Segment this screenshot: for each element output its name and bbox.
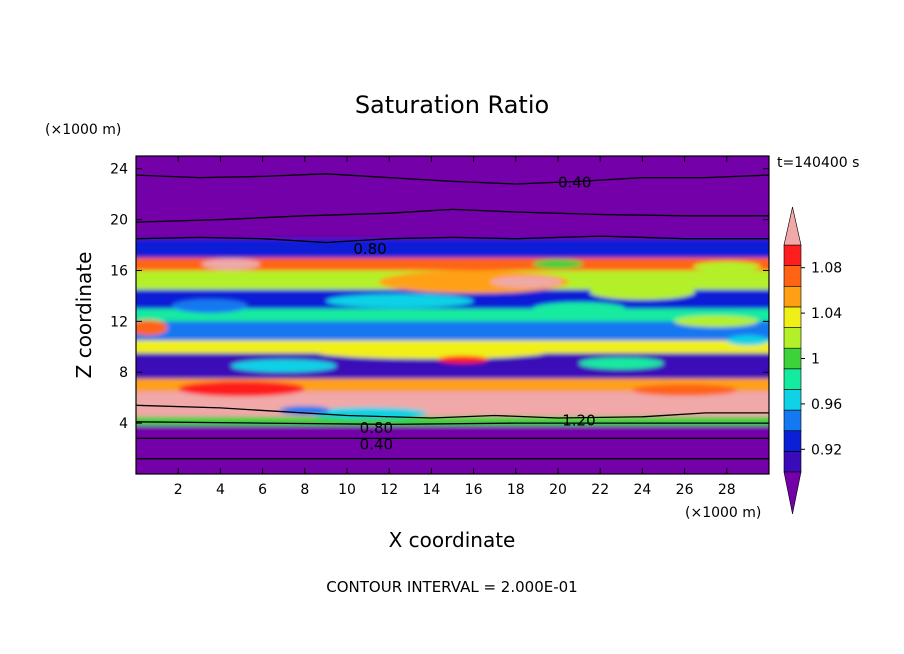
saturation-cell (693, 261, 761, 272)
contour-line (136, 173, 769, 185)
y-tick-label: 20 (110, 213, 128, 229)
x-axis-label: X coordinate (389, 528, 516, 552)
y-axis-unit: (×1000 m) (45, 122, 121, 138)
contour-label: 1.20 (562, 412, 595, 430)
colorbar-label: 0.96 (811, 397, 842, 413)
colorbar-segment (783, 327, 802, 349)
colorbar-max-extension (783, 206, 802, 246)
y-tick-label: 24 (110, 162, 128, 178)
x-tick-label: 18 (507, 482, 525, 498)
colorbar-segment (783, 389, 802, 411)
plot-frame (135, 155, 770, 475)
saturation-cell (178, 381, 305, 397)
colorbar-label: 0.92 (811, 442, 842, 458)
contour-label: 0.40 (360, 436, 393, 454)
saturation-cell (579, 357, 664, 370)
x-tick-label: 6 (258, 482, 267, 498)
x-tick-label: 28 (718, 482, 736, 498)
x-tick-label: 4 (216, 482, 225, 498)
saturation-fill (136, 156, 769, 474)
saturation-cell (631, 384, 738, 396)
saturation-cell (378, 270, 569, 294)
time-label: t=140400 s (777, 155, 859, 171)
saturation-cell (136, 320, 168, 336)
contour-label: 0.40 (558, 174, 591, 192)
colorbar-segment (783, 244, 802, 266)
x-tick-label: 14 (422, 482, 440, 498)
y-tick-label: 4 (119, 416, 128, 432)
y-tick-label: 12 (110, 314, 128, 330)
saturation-cell (674, 315, 759, 328)
x-axis-unit: (×1000 m) (685, 505, 761, 521)
colorbar-label: 1.08 (811, 261, 842, 277)
saturation-cell (589, 284, 696, 300)
colorbar-segment (783, 368, 802, 390)
contour-line (136, 235, 769, 244)
saturation-band (136, 425, 769, 474)
saturation-cell (309, 407, 428, 419)
colorbar: 0.92 0.96 1 1.04 1.08 (783, 206, 842, 515)
saturation-cell (532, 259, 584, 269)
contour-interval-footer: CONTOUR INTERVAL = 2.000E-01 (326, 578, 577, 596)
contour-line (136, 208, 769, 223)
colorbar-min-extension (783, 471, 802, 515)
chart-title: Saturation Ratio (355, 91, 549, 119)
y-axis: 4 8 12 16 20 24 (110, 162, 769, 432)
x-tick-label: 24 (633, 482, 651, 498)
contour-labels: 0.400.801.200.800.40 (353, 174, 595, 454)
saturation-band (136, 416, 769, 426)
x-tick-label: 8 (300, 482, 309, 498)
saturation-cell (325, 294, 474, 309)
x-tick-label: 10 (338, 482, 356, 498)
saturation-cell (726, 335, 769, 346)
saturation-cell (532, 302, 626, 316)
contour-lines (136, 173, 769, 460)
colorbar-segment (783, 306, 802, 328)
x-tick-label: 16 (465, 482, 483, 498)
x-tick-label: 2 (174, 482, 183, 498)
x-axis: 2 4 6 8 10 12 14 16 18 20 22 24 26 28 (174, 156, 736, 498)
x-tick-label: 20 (549, 482, 567, 498)
saturation-cell (490, 276, 563, 288)
colorbar-segment (783, 430, 802, 452)
contour-line (136, 421, 769, 426)
colorbar-segment (783, 347, 802, 370)
contour-label: 0.80 (353, 240, 386, 258)
colorbar-segment (783, 285, 802, 308)
saturation-band (136, 238, 769, 258)
saturation-band (136, 156, 769, 239)
saturation-cell (315, 344, 548, 359)
x-tick-label: 22 (591, 482, 609, 498)
y-tick-label: 8 (119, 365, 128, 381)
colorbar-label: 1.04 (811, 306, 842, 322)
saturation-band (136, 257, 769, 271)
contour-label: 0.80 (360, 419, 393, 437)
colorbar-segment (783, 409, 802, 432)
x-tick-label: 26 (676, 482, 694, 498)
saturation-cell (201, 258, 261, 270)
saturation-band (136, 321, 769, 341)
saturation-cell (437, 355, 489, 364)
colorbar-segment (783, 265, 802, 287)
x-tick-label: 12 (380, 482, 398, 498)
saturation-cell (171, 299, 248, 314)
y-tick-label: 16 (110, 263, 128, 279)
contour-line (136, 404, 769, 419)
colorbar-label: 1 (811, 352, 820, 368)
plot-area (136, 156, 769, 474)
colorbar-segment (783, 451, 802, 473)
y-axis-label: Z coordinate (72, 252, 96, 379)
saturation-cell (230, 359, 337, 373)
